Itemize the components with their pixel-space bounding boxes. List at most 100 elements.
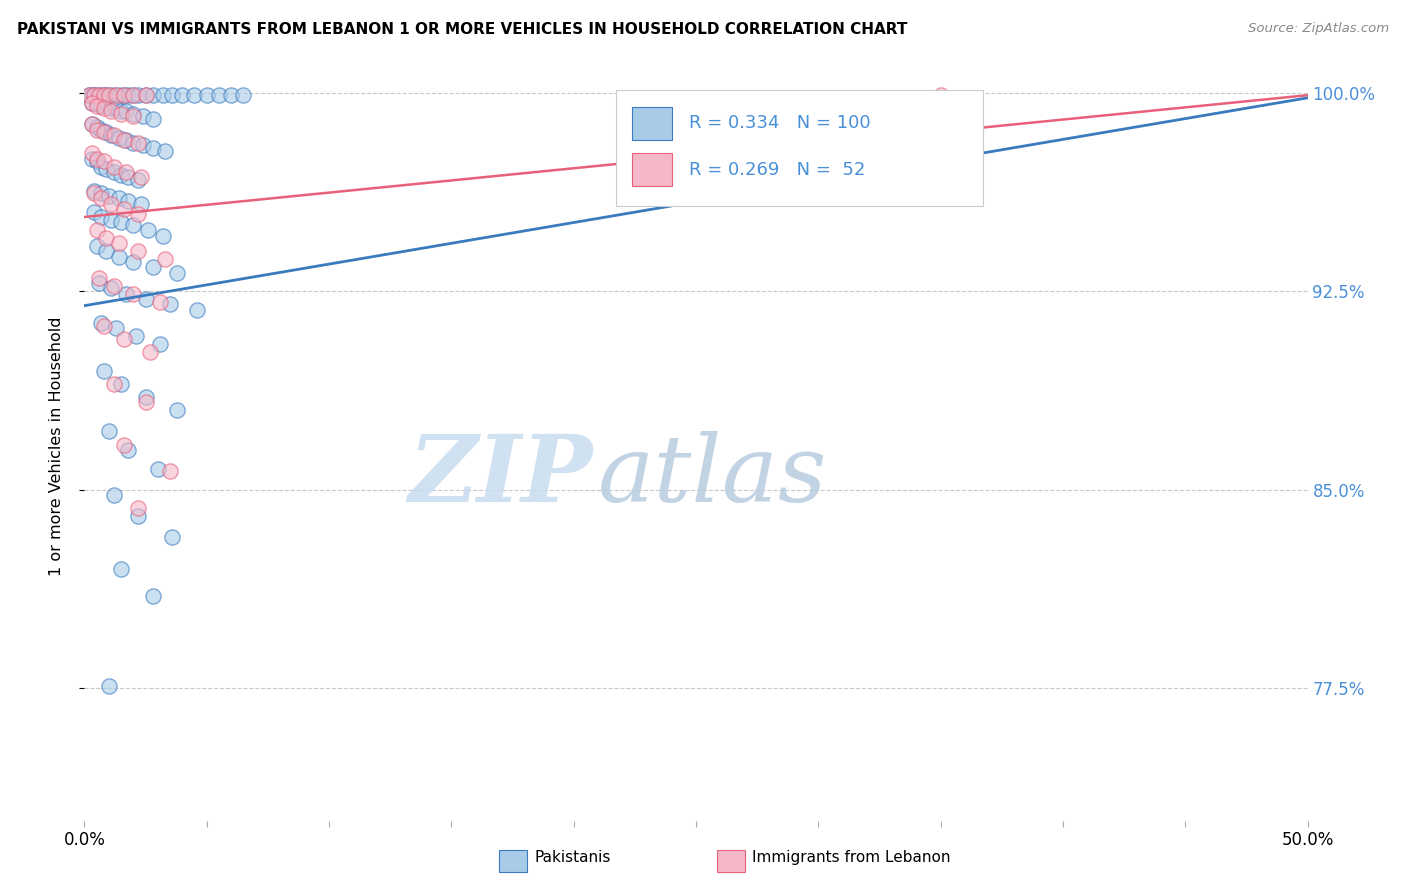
Point bbox=[96, 88, 118, 103]
Point bbox=[93, 102, 115, 116]
Point bbox=[90, 88, 112, 103]
Point bbox=[103, 488, 125, 502]
Point bbox=[132, 109, 155, 123]
Point bbox=[159, 297, 181, 311]
Text: Pakistanis: Pakistanis bbox=[534, 850, 610, 865]
Point bbox=[219, 88, 242, 103]
Point bbox=[142, 260, 165, 275]
Point bbox=[107, 130, 129, 145]
FancyBboxPatch shape bbox=[616, 90, 983, 206]
Point bbox=[166, 266, 188, 280]
Text: PAKISTANI VS IMMIGRANTS FROM LEBANON 1 OR MORE VEHICLES IN HOUSEHOLD CORRELATION: PAKISTANI VS IMMIGRANTS FROM LEBANON 1 O… bbox=[17, 22, 907, 37]
Point bbox=[122, 109, 145, 123]
Point bbox=[100, 196, 122, 211]
Point bbox=[146, 461, 169, 475]
Point bbox=[152, 228, 174, 243]
Point bbox=[93, 125, 115, 139]
Point bbox=[90, 122, 112, 136]
Point bbox=[90, 99, 112, 113]
Text: R = 0.269   N =  52: R = 0.269 N = 52 bbox=[689, 161, 865, 178]
Point bbox=[100, 212, 122, 227]
Bar bbox=[633, 106, 672, 139]
Point bbox=[136, 223, 159, 237]
Point bbox=[90, 316, 112, 330]
Point bbox=[125, 329, 148, 343]
Point bbox=[152, 88, 174, 103]
Point bbox=[166, 403, 188, 417]
Point bbox=[107, 250, 129, 264]
Point bbox=[100, 102, 122, 116]
Point bbox=[195, 88, 218, 103]
Point bbox=[93, 88, 115, 103]
Point bbox=[87, 88, 110, 103]
Point bbox=[117, 442, 139, 457]
Point bbox=[112, 88, 135, 103]
Point bbox=[127, 88, 149, 103]
Point bbox=[86, 122, 108, 136]
Point bbox=[115, 165, 138, 179]
Point bbox=[115, 286, 138, 301]
Point bbox=[105, 321, 128, 335]
Point bbox=[112, 88, 135, 103]
Point bbox=[135, 88, 157, 103]
Point bbox=[117, 88, 139, 103]
Point bbox=[86, 88, 108, 103]
Point bbox=[110, 168, 132, 182]
Point bbox=[97, 189, 120, 203]
Point bbox=[105, 88, 128, 103]
Point bbox=[90, 160, 112, 174]
Point bbox=[103, 278, 125, 293]
Point bbox=[142, 112, 165, 126]
Point bbox=[80, 96, 103, 111]
Point bbox=[107, 191, 129, 205]
Point bbox=[127, 173, 149, 187]
Point bbox=[93, 154, 115, 169]
Point bbox=[142, 88, 165, 103]
Point bbox=[110, 215, 132, 229]
Point bbox=[142, 141, 165, 155]
Point bbox=[93, 363, 115, 377]
Text: R = 0.334   N = 100: R = 0.334 N = 100 bbox=[689, 114, 870, 132]
Point bbox=[135, 395, 157, 409]
Point bbox=[153, 252, 176, 267]
Point bbox=[86, 223, 108, 237]
Point bbox=[135, 390, 157, 404]
Point bbox=[80, 117, 103, 131]
Point bbox=[122, 106, 145, 120]
Point bbox=[100, 128, 122, 142]
Point bbox=[97, 425, 120, 439]
Point bbox=[86, 99, 108, 113]
Point bbox=[183, 88, 205, 103]
Point bbox=[122, 88, 145, 103]
Point bbox=[80, 96, 103, 111]
Point bbox=[96, 231, 118, 245]
Point bbox=[127, 509, 149, 524]
Point bbox=[139, 345, 162, 359]
Point bbox=[117, 194, 139, 208]
Point bbox=[86, 120, 108, 134]
Point bbox=[110, 562, 132, 576]
Point bbox=[105, 102, 128, 116]
Point bbox=[112, 133, 135, 147]
Point bbox=[97, 88, 120, 103]
Text: Source: ZipAtlas.com: Source: ZipAtlas.com bbox=[1249, 22, 1389, 36]
Point bbox=[159, 464, 181, 478]
Point bbox=[153, 144, 176, 158]
Point bbox=[103, 88, 125, 103]
Point bbox=[83, 186, 105, 201]
Point bbox=[86, 152, 108, 166]
Point bbox=[103, 128, 125, 142]
Text: Immigrants from Lebanon: Immigrants from Lebanon bbox=[752, 850, 950, 865]
Point bbox=[122, 136, 145, 150]
Point bbox=[127, 244, 149, 259]
Point bbox=[83, 184, 105, 198]
Point bbox=[83, 88, 105, 103]
Point bbox=[96, 96, 118, 111]
Point bbox=[162, 530, 184, 544]
Point bbox=[929, 88, 952, 103]
Point bbox=[93, 88, 115, 103]
Text: atlas: atlas bbox=[598, 431, 828, 521]
Point bbox=[129, 196, 152, 211]
Point bbox=[186, 302, 208, 317]
Point bbox=[112, 202, 135, 216]
